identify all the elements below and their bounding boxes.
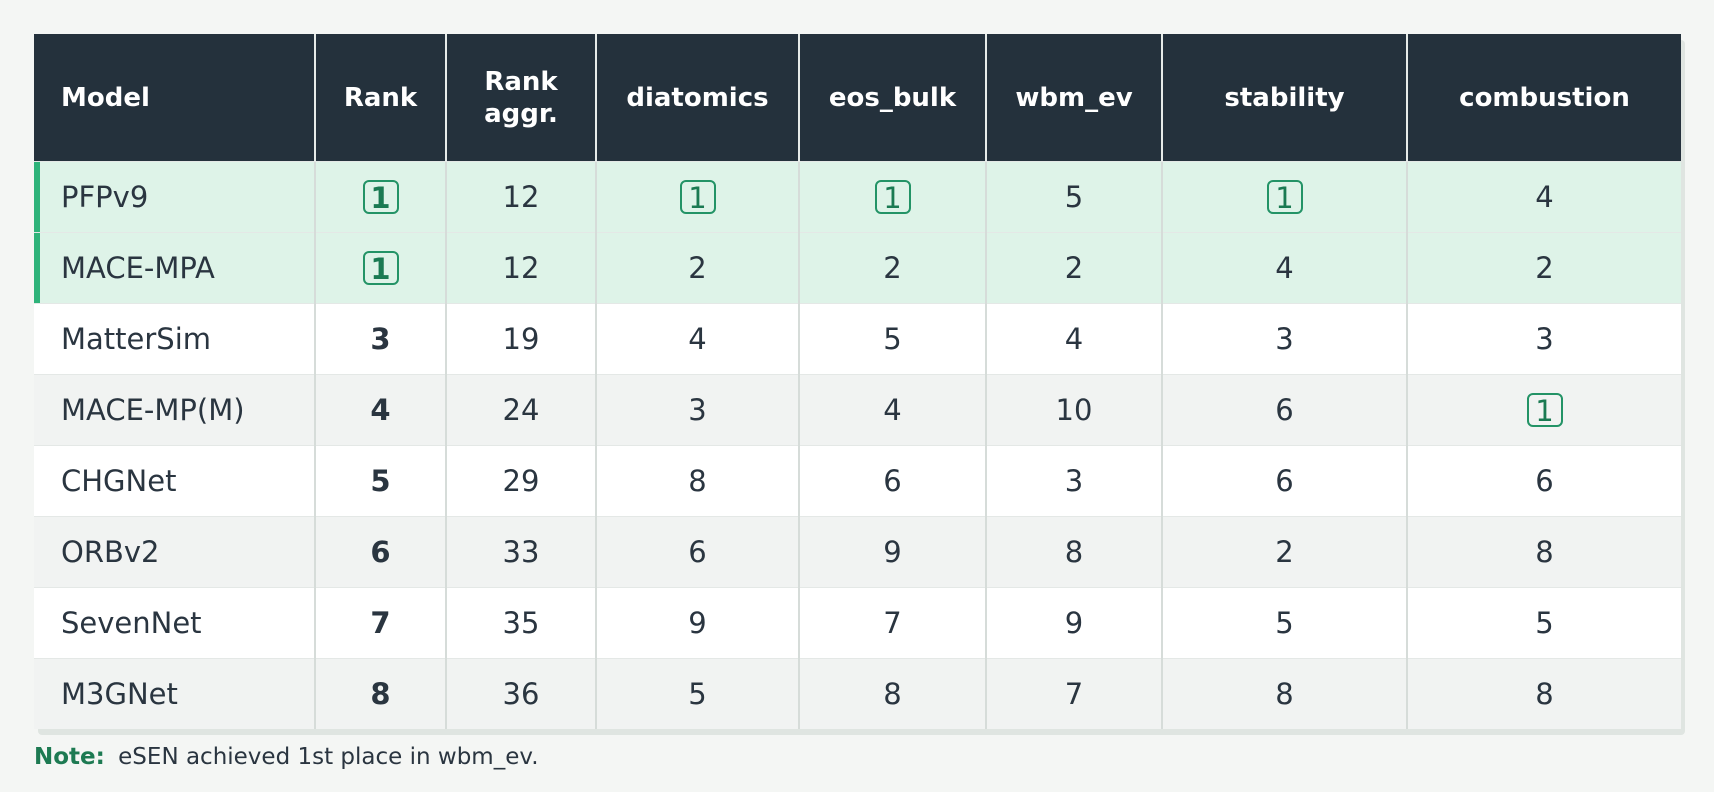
cell-rank: 7 <box>315 587 447 659</box>
footnote: Note: eSEN achieved 1st place in wbm_ev. <box>34 744 539 770</box>
cell-model: M3GNet <box>34 658 316 729</box>
cell-eos-bulk: 2 <box>799 232 987 304</box>
cell-diatomics: 5 <box>596 658 800 729</box>
cell-model: SevenNet <box>34 587 316 659</box>
leaderboard-table-container: Model Rank Rank aggr. diatomics eos_bulk wbm_… <box>34 34 1681 729</box>
cell-rank-aggr: 12 <box>446 161 597 233</box>
column-header-rank-aggr: Rank aggr. <box>446 34 597 162</box>
cell-model: PFPv9 <box>34 161 316 233</box>
cell-diatomics: 2 <box>596 232 800 304</box>
cell-diatomics: 6 <box>596 516 800 588</box>
cell-stability: 6 <box>1162 445 1408 517</box>
cell-combustion: 3 <box>1407 303 1681 375</box>
cell-model: MACE-MPA <box>34 232 316 304</box>
cell-rank-aggr: 35 <box>446 587 597 659</box>
first-place-badge: 1 <box>1526 392 1563 427</box>
cell-rank-aggr: 19 <box>446 303 597 375</box>
cell-wbm-ev: 4 <box>986 303 1163 375</box>
cell-combustion: 1 <box>1407 374 1681 446</box>
cell-combustion: 4 <box>1407 161 1681 233</box>
cell-model: MACE-MP(M) <box>34 374 316 446</box>
cell-stability: 3 <box>1162 303 1408 375</box>
first-place-badge: 1 <box>1266 179 1303 214</box>
cell-rank: 1 <box>315 232 447 304</box>
column-header-wbm-ev: wbm_ev <box>986 34 1163 162</box>
cell-eos-bulk: 7 <box>799 587 987 659</box>
cell-wbm-ev: 8 <box>986 516 1163 588</box>
note-text: eSEN achieved 1st place in wbm_ev. <box>118 744 539 770</box>
cell-eos-bulk: 8 <box>799 658 987 729</box>
cell-combustion: 8 <box>1407 658 1681 729</box>
first-place-badge: 1 <box>679 179 716 214</box>
column-header-combustion: combustion <box>1407 34 1681 162</box>
cell-rank: 8 <box>315 658 447 729</box>
leaderboard-table: Model Rank Rank aggr. diatomics eos_bulk wbm_… <box>34 34 1681 729</box>
cell-eos-bulk: 4 <box>799 374 987 446</box>
cell-model: MatterSim <box>34 303 316 375</box>
column-header-eos-bulk: eos_bulk <box>799 34 987 162</box>
cell-model: CHGNet <box>34 445 316 517</box>
cell-wbm-ev: 7 <box>986 658 1163 729</box>
cell-wbm-ev: 9 <box>986 587 1163 659</box>
cell-diatomics: 9 <box>596 587 800 659</box>
cell-rank-aggr: 12 <box>446 232 597 304</box>
cell-combustion: 2 <box>1407 232 1681 304</box>
cell-eos-bulk: 5 <box>799 303 987 375</box>
cell-eos-bulk: 9 <box>799 516 987 588</box>
cell-rank-aggr: 29 <box>446 445 597 517</box>
column-header-rank: Rank <box>315 34 447 162</box>
column-header-stability: stability <box>1162 34 1408 162</box>
cell-eos-bulk: 1 <box>799 161 987 233</box>
cell-wbm-ev: 10 <box>986 374 1163 446</box>
cell-diatomics: 1 <box>596 161 800 233</box>
column-header-model: Model <box>34 34 316 162</box>
first-place-badge: 1 <box>362 250 399 285</box>
cell-diatomics: 4 <box>596 303 800 375</box>
cell-stability: 4 <box>1162 232 1408 304</box>
cell-eos-bulk: 6 <box>799 445 987 517</box>
cell-rank: 4 <box>315 374 447 446</box>
table-body: PFPv9 1 12 1 1 5 1 4 MACE-MPA 1 12 2 2 2 4 2 MatterSim 3 1… <box>34 161 1681 729</box>
cell-model: ORBv2 <box>34 516 316 588</box>
cell-rank: 5 <box>315 445 447 517</box>
table-row: MACE-MPA 1 12 2 2 2 4 2 <box>34 232 1681 304</box>
cell-wbm-ev: 5 <box>986 161 1163 233</box>
cell-rank-aggr: 33 <box>446 516 597 588</box>
table-row: MACE-MP(M) 4 24 3 4 10 6 1 <box>34 374 1681 446</box>
cell-rank: 6 <box>315 516 447 588</box>
first-place-badge: 1 <box>362 179 399 214</box>
cell-rank: 1 <box>315 161 447 233</box>
table-row: MatterSim 3 19 4 5 4 3 3 <box>34 303 1681 375</box>
cell-combustion: 5 <box>1407 587 1681 659</box>
first-place-badge: 1 <box>874 179 911 214</box>
cell-combustion: 6 <box>1407 445 1681 517</box>
table-row: CHGNet 5 29 8 6 3 6 6 <box>34 445 1681 517</box>
note-label: Note: <box>34 744 105 770</box>
cell-rank-aggr: 24 <box>446 374 597 446</box>
cell-rank-aggr: 36 <box>446 658 597 729</box>
column-header-diatomics: diatomics <box>596 34 800 162</box>
cell-wbm-ev: 2 <box>986 232 1163 304</box>
table-header-row: Model Rank Rank aggr. diatomics eos_bulk wbm_… <box>34 34 1681 162</box>
cell-stability: 8 <box>1162 658 1408 729</box>
table-row: M3GNet 8 36 5 8 7 8 8 <box>34 658 1681 729</box>
cell-stability: 5 <box>1162 587 1408 659</box>
cell-stability: 1 <box>1162 161 1408 233</box>
table-row: ORBv2 6 33 6 9 8 2 8 <box>34 516 1681 588</box>
table-row: PFPv9 1 12 1 1 5 1 4 <box>34 161 1681 233</box>
cell-wbm-ev: 3 <box>986 445 1163 517</box>
cell-diatomics: 3 <box>596 374 800 446</box>
cell-stability: 2 <box>1162 516 1408 588</box>
table-row: SevenNet 7 35 9 7 9 5 5 <box>34 587 1681 659</box>
cell-diatomics: 8 <box>596 445 800 517</box>
cell-stability: 6 <box>1162 374 1408 446</box>
cell-combustion: 8 <box>1407 516 1681 588</box>
cell-rank: 3 <box>315 303 447 375</box>
